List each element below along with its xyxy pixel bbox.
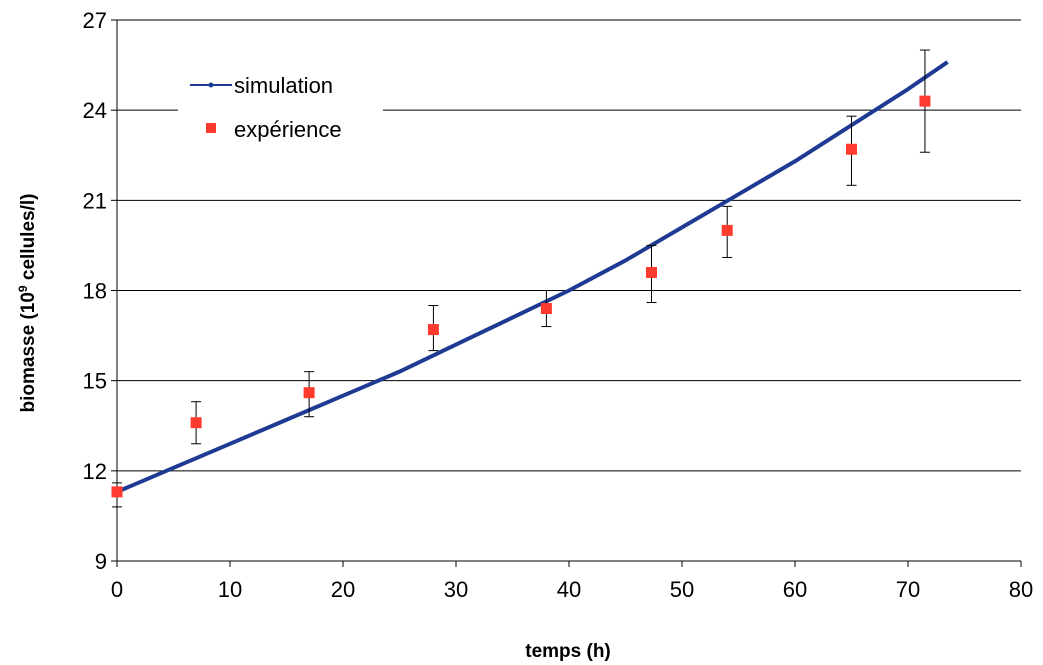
- x-tick-label-80: 80: [1009, 577, 1033, 602]
- y-tick-label-18: 18: [83, 279, 107, 304]
- x-tick-label-60: 60: [783, 577, 807, 602]
- experience-point-0: [111, 486, 123, 498]
- experience-series: [111, 49, 931, 508]
- tick-labels: 9 12 15 18 21 24 27 0 10 20 30 40 50 60 70 80: [83, 8, 1034, 602]
- experience-point-6: [721, 224, 733, 236]
- simulation-series: [116, 60, 949, 494]
- y-axis-title: biomasse (109 cellules/l): [16, 194, 39, 413]
- y-tick-label-9: 9: [95, 549, 107, 574]
- x-axis-title: temps (h): [525, 641, 611, 662]
- y-tick-label-12: 12: [83, 459, 107, 484]
- x-tick-label-70: 70: [896, 577, 920, 602]
- x-tick-label-20: 20: [331, 577, 355, 602]
- y-axis-title-superscript: 9: [16, 285, 30, 292]
- experience-point-5: [645, 266, 657, 278]
- experience-point-1: [190, 417, 202, 429]
- experience-point-3: [427, 324, 439, 336]
- axes: [111, 19, 1022, 567]
- x-tick-label-50: 50: [670, 577, 694, 602]
- legend: simulation expérience: [178, 68, 383, 153]
- y-tick-label-27: 27: [83, 8, 107, 33]
- experience-point-8: [919, 95, 931, 107]
- y-tick-label-15: 15: [83, 369, 107, 394]
- x-tick-label-0: 0: [111, 577, 123, 602]
- legend-background: [178, 68, 383, 153]
- simulation-line: [116, 60, 949, 494]
- x-tick-label-10: 10: [218, 577, 242, 602]
- legend-experience-label: expérience: [234, 117, 342, 142]
- x-tick-label-40: 40: [557, 577, 581, 602]
- y-axis-title-prefix: biomasse (10: [18, 292, 39, 412]
- experience-point-7: [846, 143, 857, 155]
- experience-point-2: [303, 387, 315, 399]
- y-tick-label-21: 21: [83, 188, 107, 213]
- legend-experience-marker: [206, 123, 216, 133]
- x-tick-label-30: 30: [444, 577, 468, 602]
- legend-simulation-label: simulation: [234, 73, 333, 98]
- experience-point-4: [540, 303, 552, 315]
- y-axis-title-suffix: cellules/l): [18, 194, 39, 286]
- y-tick-label-24: 24: [83, 98, 107, 123]
- legend-simulation-marker: [208, 82, 214, 88]
